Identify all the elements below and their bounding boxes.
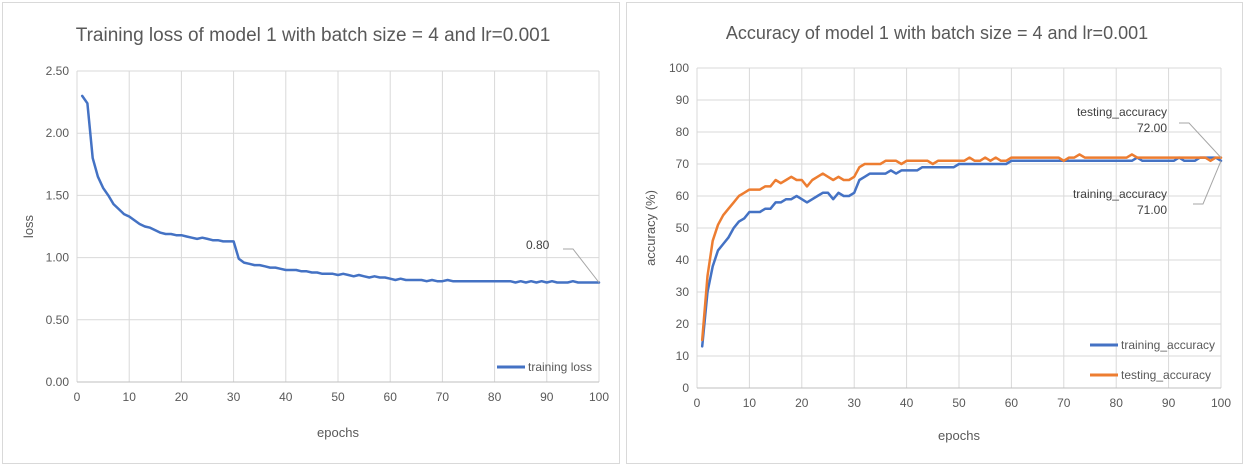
annotation-leader-line: [1193, 160, 1222, 205]
y-tick-label: 1.00: [46, 251, 70, 265]
x-tick-label: 70: [436, 390, 450, 404]
x-tick-label: 30: [848, 396, 862, 410]
y-tick-label: 1.50: [46, 188, 70, 202]
y-tick-label: 0: [682, 381, 689, 395]
x-axis-title: epochs: [938, 428, 980, 443]
y-tick-label: 0.00: [46, 375, 70, 389]
data-label: testing_accuracy: [1077, 105, 1167, 119]
y-tick-label: 20: [676, 317, 690, 331]
y-axis-title: accuracy (%): [643, 190, 658, 266]
chart-title: Training loss of model 1 with batch size…: [76, 25, 551, 46]
x-tick-label: 40: [279, 390, 293, 404]
annotation-leader-line: [1179, 122, 1222, 158]
x-tick-label: 10: [123, 390, 137, 404]
x-tick-label: 20: [795, 396, 809, 410]
loss-chart: Training loss of model 1 with batch size…: [21, 25, 609, 440]
x-tick-label: 60: [384, 390, 398, 404]
x-tick-label: 100: [589, 390, 609, 404]
x-axis-title: epochs: [317, 425, 359, 440]
legend-label: testing_accuracy: [1121, 368, 1211, 382]
data-label: 71.00: [1137, 203, 1167, 217]
y-tick-label: 0.50: [46, 313, 70, 327]
y-tick-label: 80: [676, 125, 690, 139]
x-tick-label: 90: [1162, 396, 1176, 410]
x-tick-label: 100: [1211, 396, 1231, 410]
legend-label: training_accuracy: [1121, 338, 1215, 352]
y-tick-label: 50: [676, 221, 690, 235]
data-label: training_accuracy: [1073, 187, 1167, 201]
data-label: 72.00: [1137, 121, 1167, 135]
x-tick-label: 20: [175, 390, 189, 404]
annotation-leader-line: [563, 248, 600, 283]
series-line-training-loss: [80, 94, 601, 284]
accuracy-chart-panel: Accuracy of model 1 with batch size = 4 …: [626, 2, 1243, 464]
y-tick-label: 2.00: [46, 126, 70, 140]
series-line-testing-accuracy: [700, 153, 1223, 342]
x-tick-label: 80: [1110, 396, 1124, 410]
x-tick-label: 50: [952, 396, 966, 410]
x-tick-label: 90: [540, 390, 554, 404]
y-tick-label: 2.50: [46, 64, 70, 78]
x-tick-label: 0: [694, 396, 701, 410]
series-line-training-accuracy: [700, 156, 1223, 348]
x-tick-label: 80: [488, 390, 502, 404]
y-tick-label: 70: [676, 157, 690, 171]
x-tick-label: 70: [1057, 396, 1071, 410]
x-tick-label: 10: [743, 396, 757, 410]
y-tick-label: 100: [669, 61, 689, 75]
x-tick-label: 50: [331, 390, 345, 404]
chart-title: Accuracy of model 1 with batch size = 4 …: [726, 23, 1148, 43]
y-tick-label: 30: [676, 285, 690, 299]
y-axis-title: loss: [21, 214, 36, 238]
y-tick-label: 40: [676, 253, 690, 267]
data-label: 0.80: [526, 238, 550, 252]
y-tick-label: 90: [676, 93, 690, 107]
y-tick-label: 60: [676, 189, 690, 203]
accuracy-chart: Accuracy of model 1 with batch size = 4 …: [643, 23, 1231, 443]
x-tick-label: 60: [1005, 396, 1019, 410]
x-tick-label: 40: [900, 396, 914, 410]
x-tick-label: 30: [227, 390, 241, 404]
loss-chart-panel: Training loss of model 1 with batch size…: [2, 2, 620, 464]
y-tick-label: 10: [676, 349, 690, 363]
legend-label: training loss: [528, 360, 592, 374]
x-tick-label: 0: [74, 390, 81, 404]
